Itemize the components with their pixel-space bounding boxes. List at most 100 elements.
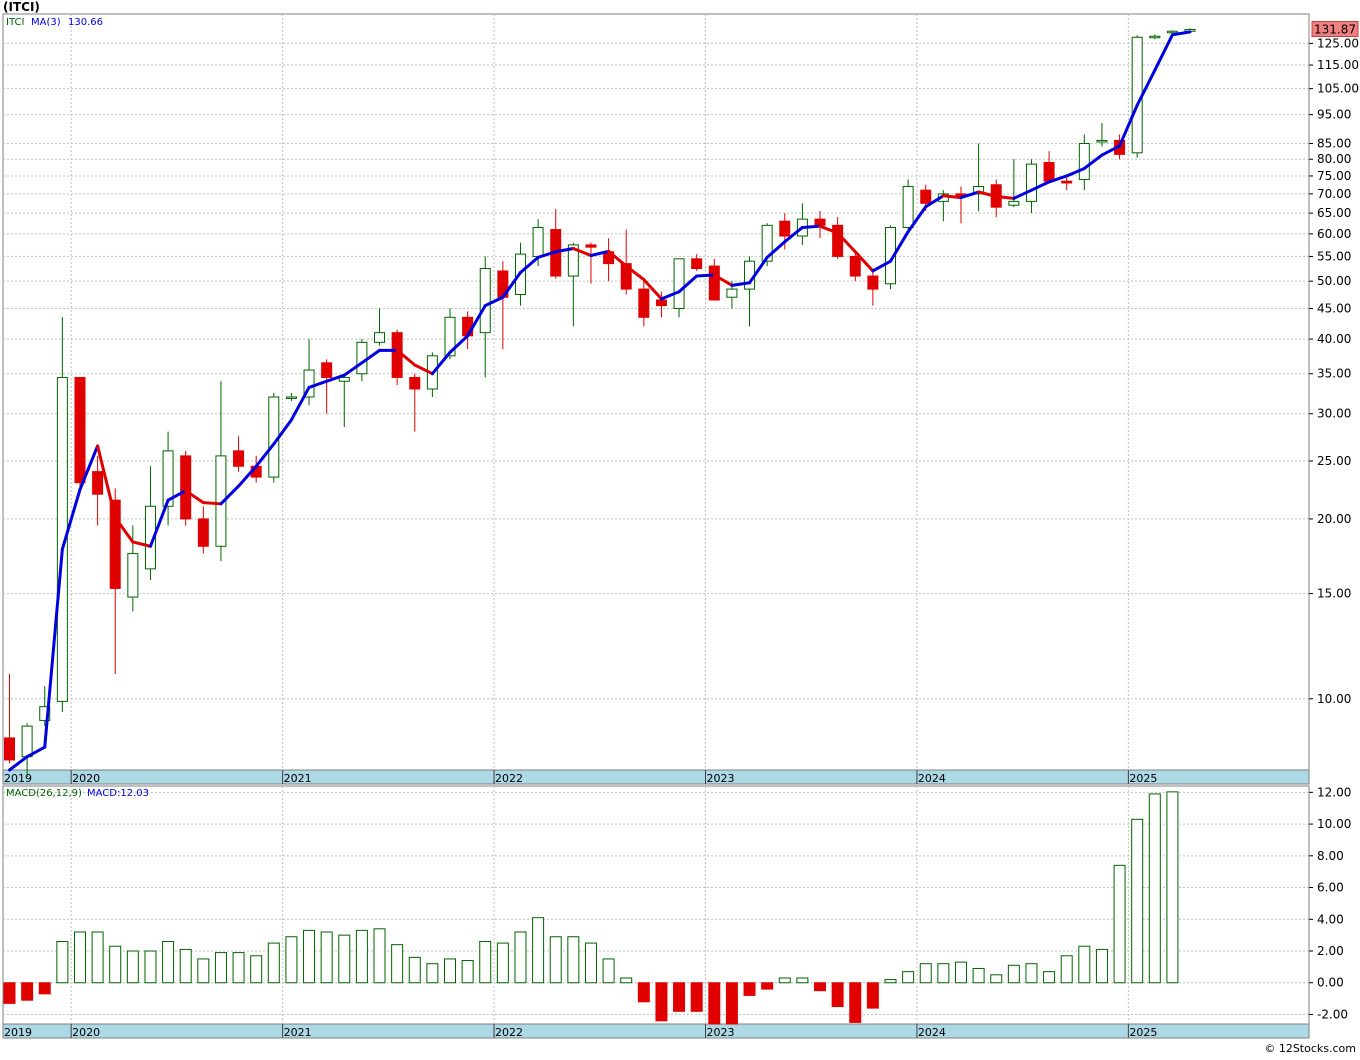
price-x-tick-label: 2019 — [4, 772, 32, 785]
ma3-line-segment — [783, 225, 804, 244]
ma3-line-segment — [818, 224, 840, 235]
candle — [1061, 177, 1073, 191]
macd-bar — [567, 936, 580, 984]
macd-bar — [179, 948, 192, 984]
candle-body — [867, 275, 879, 290]
candle — [4, 674, 15, 764]
candle — [673, 258, 685, 318]
macd-bar — [1060, 955, 1073, 984]
macd-x-tick-label: 2022 — [495, 1026, 523, 1039]
candle — [832, 217, 844, 259]
candle-body — [92, 471, 104, 495]
ma3-line-segment — [624, 264, 646, 282]
macd-bar — [990, 974, 1003, 984]
macd-bar — [391, 944, 404, 984]
ma3-line-segment — [360, 348, 382, 365]
macd-bar — [584, 942, 597, 984]
macd-bar — [637, 982, 650, 1003]
ma3-line-segment — [148, 498, 170, 548]
ma3-line-segment — [994, 194, 1016, 200]
price-x-tick-label: 2020 — [72, 772, 100, 785]
candle-body — [74, 376, 86, 484]
candle — [197, 506, 209, 554]
candle-body — [638, 288, 650, 318]
macd-bar — [1113, 864, 1126, 984]
macd-bar — [831, 982, 844, 1008]
candle — [74, 376, 86, 489]
candle-body — [233, 450, 245, 467]
macd-bar — [426, 963, 439, 984]
macd-bar — [1078, 945, 1091, 984]
ma3-line-segment — [659, 290, 681, 301]
ma3-line-segment — [237, 464, 258, 488]
price-y-tick-label: 10.00 — [1317, 692, 1351, 706]
candle — [144, 466, 156, 581]
macd-bar — [884, 979, 897, 984]
macd-bar — [761, 982, 774, 990]
ma3-line-segment — [289, 385, 311, 422]
candle-body — [39, 706, 51, 721]
candle-body — [4, 737, 15, 761]
ma3-line-segment — [413, 363, 434, 376]
price-legend-ma-label: MA(3) — [31, 17, 61, 28]
macd-date-axis — [2, 1023, 1310, 1039]
macd-bar — [109, 945, 122, 984]
ma3-line-segment — [166, 489, 188, 502]
price-panel-frame — [2, 13, 1310, 771]
candle-body — [655, 299, 667, 307]
price-y-tick-label: 75.00 — [1317, 169, 1351, 183]
macd-bar — [1025, 963, 1038, 984]
macd-bar — [1043, 971, 1056, 984]
ma3-line-segment — [836, 231, 857, 254]
ma3-line-segment — [748, 255, 769, 285]
macd-y-tick-label: 8.00 — [1317, 849, 1344, 863]
price-y-tick-label: 45.00 — [1317, 302, 1351, 316]
candle-body — [902, 186, 914, 228]
ma3-line-segment — [1100, 144, 1122, 157]
macd-bar — [214, 952, 227, 984]
macd-bar — [496, 942, 509, 984]
candle — [374, 308, 386, 346]
ma3-line-segment — [959, 190, 981, 200]
ma3-line-segment — [184, 489, 205, 505]
candle — [233, 436, 245, 472]
price-date-axis — [2, 769, 1310, 785]
macd-bar — [743, 982, 756, 996]
macd-bar — [38, 982, 51, 995]
macd-bar — [972, 967, 985, 984]
candle-body — [779, 220, 791, 237]
candle-body — [673, 258, 685, 310]
candle — [92, 455, 104, 526]
macd-x-tick-label: 2020 — [72, 1026, 100, 1039]
price-x-tick-label: 2021 — [284, 772, 312, 785]
macd-bar — [1007, 964, 1020, 984]
macd-bar — [3, 982, 16, 1004]
candle-body — [197, 518, 209, 547]
candle — [1025, 159, 1037, 214]
candle-body — [532, 226, 544, 257]
price-x-tick-label: 2022 — [495, 772, 523, 785]
ma3-line-segment — [800, 224, 822, 229]
price-y-tick-label: 115.00 — [1317, 58, 1359, 72]
candle — [162, 431, 174, 526]
ma3-line-segment — [536, 250, 558, 259]
macd-bar — [778, 977, 791, 984]
macd-y-tick-label: 2.00 — [1317, 944, 1344, 958]
macd-x-tick-label: 2024 — [918, 1026, 946, 1039]
macd-bar — [126, 950, 139, 984]
candle-body — [285, 396, 297, 399]
macd-bar — [1095, 948, 1108, 984]
candle-body — [849, 255, 861, 277]
price-y-tick-label: 35.00 — [1317, 367, 1351, 381]
candle-body — [338, 376, 350, 382]
price-legend-ticker: ITCI — [6, 17, 24, 28]
candle-body — [920, 189, 932, 204]
macd-bar — [56, 940, 69, 984]
candle-body — [708, 265, 720, 301]
candle — [691, 254, 703, 271]
candle-body — [814, 218, 826, 226]
ma3-line-segment — [483, 295, 505, 308]
candle-body — [1078, 142, 1090, 180]
macd-bar — [725, 982, 738, 1025]
